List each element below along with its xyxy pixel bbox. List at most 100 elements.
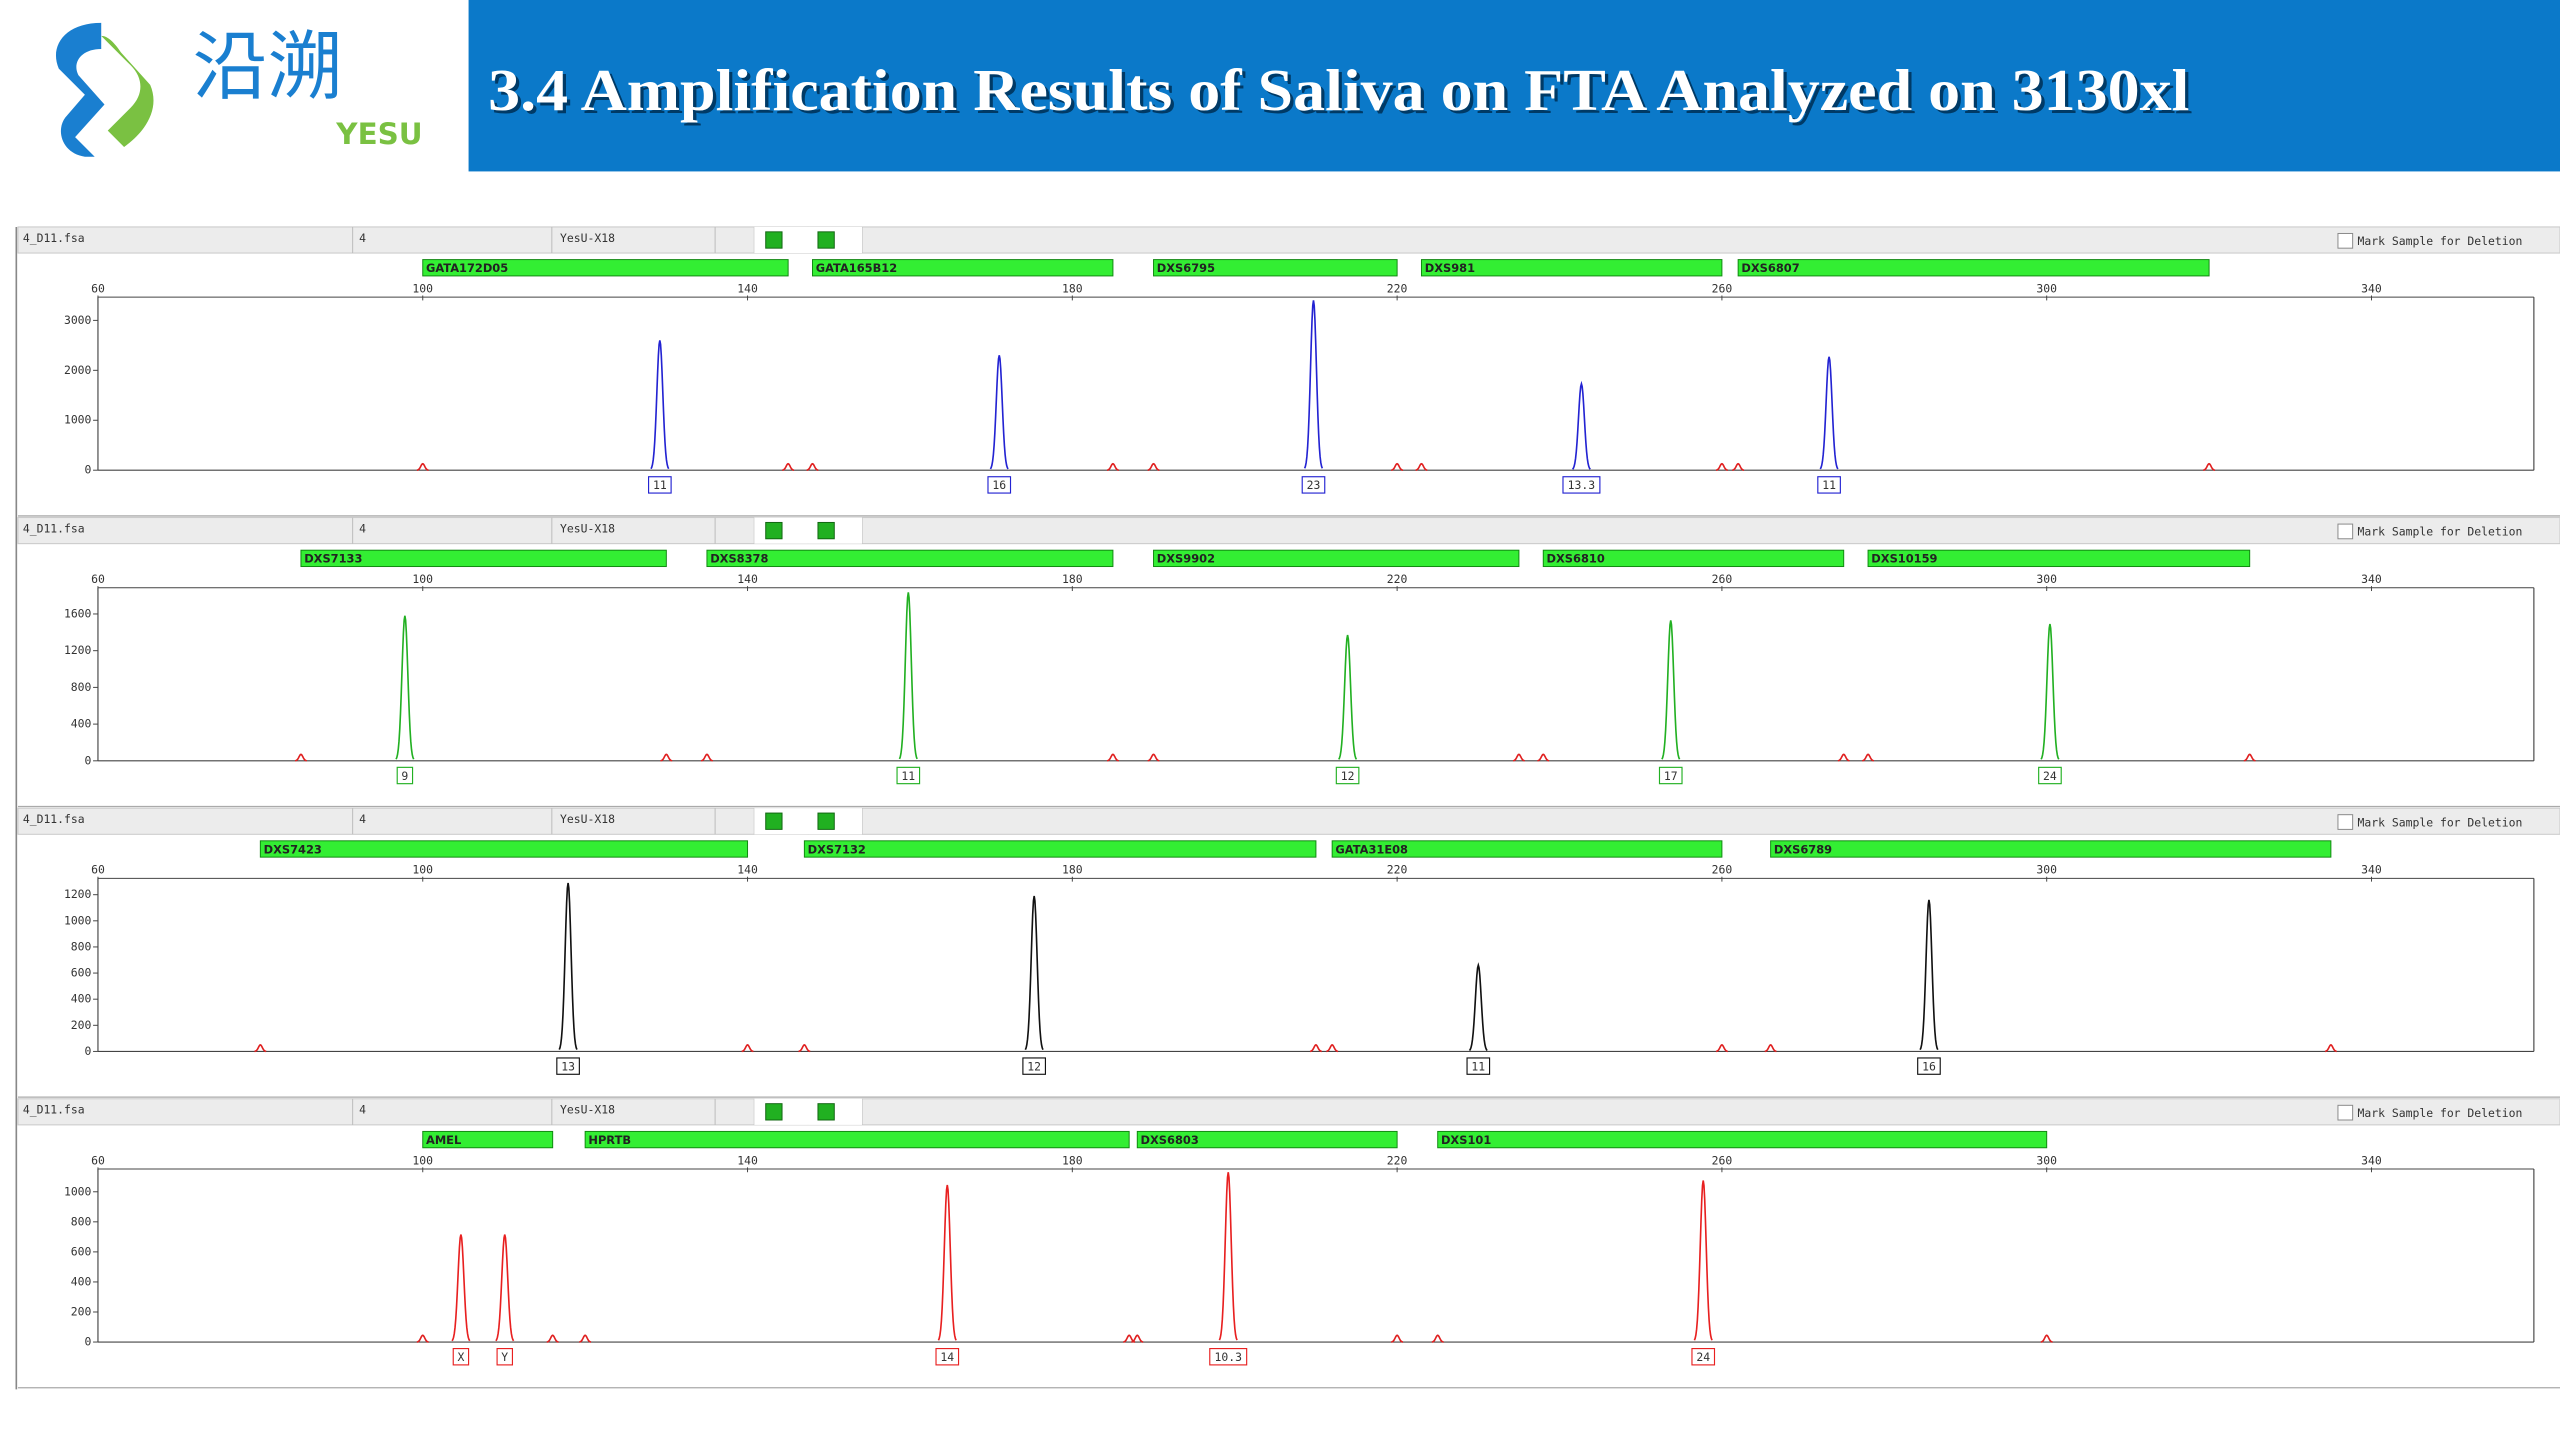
locus-label: DXS6803 xyxy=(1141,1133,1199,1147)
x-tick-label: 260 xyxy=(1712,572,1733,586)
locus-marker xyxy=(1437,1130,2048,1149)
sample-name: 4 xyxy=(359,231,366,245)
x-tick-label: 140 xyxy=(737,863,758,877)
y-tick-label: 1000 xyxy=(64,1184,92,1198)
locus-marker xyxy=(706,549,1114,568)
allele-peak xyxy=(1218,1172,1238,1341)
panel: 4_D11.fsa 4 YesU-X18 Mark Sample for Deleti… xyxy=(17,517,2560,808)
size-standard-peak xyxy=(782,462,795,471)
size-standard-peak xyxy=(700,753,713,762)
y-tick-label: 800 xyxy=(71,1214,92,1228)
allele-peak xyxy=(989,355,1009,470)
x-tick-label: 220 xyxy=(1387,863,1408,877)
allele-label: 11 xyxy=(1822,478,1836,492)
panel-name: YesU-X18 xyxy=(560,812,615,826)
size-standard-peak xyxy=(1764,1044,1777,1053)
size-standard-peak xyxy=(1391,1334,1404,1343)
locus-marker xyxy=(300,549,667,568)
locus-marker xyxy=(584,1130,1130,1149)
locus-label: DXS10159 xyxy=(1871,552,1937,566)
locus-marker xyxy=(1420,259,1723,277)
icon xyxy=(765,231,783,249)
y-tick-label: 600 xyxy=(71,966,92,980)
size-standard-peak xyxy=(1537,753,1550,762)
icon xyxy=(817,231,835,249)
allele-box xyxy=(987,476,1012,494)
x-tick-label: 60 xyxy=(91,1153,105,1167)
logo-cn: 沿溯 xyxy=(193,22,343,110)
allele-peak xyxy=(1661,620,1681,760)
size-standard-peak xyxy=(1391,462,1404,471)
locus-marker xyxy=(1136,1130,1398,1149)
size-standard-peak xyxy=(416,1334,429,1343)
panels: 4_D11.fsa 4 YesU-X18 Mark Sample for Deleti… xyxy=(17,226,2560,1389)
size-standard-peak xyxy=(1106,462,1119,471)
allele-box xyxy=(1466,1057,1491,1075)
locus-label: DXS981 xyxy=(1425,261,1475,275)
x-tick-label: 180 xyxy=(1062,572,1083,586)
x-tick-label: 100 xyxy=(412,863,433,877)
x-tick-label: 180 xyxy=(1062,863,1083,877)
file-name: 4_D11.fsa xyxy=(23,1103,85,1117)
panel-name: YesU-X18 xyxy=(560,231,615,245)
y-tick-label: 400 xyxy=(71,717,92,731)
x-tick-label: 300 xyxy=(2036,1153,2057,1167)
y-tick-label: 400 xyxy=(71,1274,92,1288)
allele-peak xyxy=(558,882,578,1050)
allele-box xyxy=(1209,1348,1248,1366)
x-tick-label: 260 xyxy=(1712,281,1733,295)
size-standard-peak xyxy=(416,462,429,471)
x-tick-label: 220 xyxy=(1387,1153,1408,1167)
icon xyxy=(765,521,783,540)
locus-label: GATA172D05 xyxy=(426,261,508,275)
size-standard-peak xyxy=(1715,1044,1728,1053)
checkbox[interactable] xyxy=(2337,814,2354,830)
allele-peak xyxy=(1303,300,1324,469)
sample-name: 4 xyxy=(359,521,366,535)
locus-label: DXS6810 xyxy=(1547,552,1605,566)
allele-peak xyxy=(1919,899,1939,1051)
title-band xyxy=(468,0,2560,172)
size-standard-peak xyxy=(1431,1334,1444,1343)
allele-box xyxy=(1022,1057,1047,1075)
logo-mark-green xyxy=(101,35,154,147)
checkbox[interactable] xyxy=(2337,523,2354,540)
allele-label: 13 xyxy=(561,1059,575,1073)
size-standard-peak xyxy=(1732,462,1745,471)
icon xyxy=(817,521,835,540)
locus-marker xyxy=(1153,549,1520,568)
title-shadow: 3.4 Amplification Results of Saliva on F… xyxy=(491,61,2192,126)
title: 3.4 Amplification Results of Saliva on F… xyxy=(488,58,2189,123)
size-standard-peak xyxy=(2324,1044,2337,1053)
y-tick-label: 200 xyxy=(71,1018,92,1032)
locus-label: DXS6807 xyxy=(1741,261,1799,275)
file-name: 4_D11.fsa xyxy=(23,231,85,245)
allele-peak xyxy=(650,340,670,470)
allele-label: 23 xyxy=(1307,478,1321,492)
y-tick-label: 200 xyxy=(71,1304,92,1318)
locus-label: DXS9902 xyxy=(1157,552,1215,566)
checkbox[interactable] xyxy=(2337,1104,2354,1121)
checkbox-label: Mark Sample for Deletion xyxy=(2358,525,2523,539)
allele-peak xyxy=(898,592,918,760)
size-standard-peak xyxy=(660,753,673,762)
allele-label: 24 xyxy=(2043,769,2057,783)
sample-name: 4 xyxy=(359,812,366,826)
y-tick-label: 1200 xyxy=(64,887,92,901)
allele-box xyxy=(935,1348,960,1366)
locus-marker xyxy=(1867,549,2251,568)
y-tick-label: 800 xyxy=(71,939,92,953)
icon xyxy=(817,1103,835,1121)
size-standard-peak xyxy=(1862,753,1875,762)
size-standard-peak xyxy=(1106,753,1119,762)
allele-box xyxy=(1562,476,1601,494)
checkbox[interactable] xyxy=(2337,232,2354,249)
size-standard-peak xyxy=(1837,753,1850,762)
allele-peak xyxy=(1693,1180,1713,1341)
size-standard-peak xyxy=(1715,462,1728,471)
locus-marker xyxy=(803,840,1317,858)
locus-marker xyxy=(1331,840,1723,858)
allele-label: 13.3 xyxy=(1568,478,1596,492)
y-tick-label: 1000 xyxy=(64,913,92,927)
x-tick-label: 300 xyxy=(2036,863,2057,877)
